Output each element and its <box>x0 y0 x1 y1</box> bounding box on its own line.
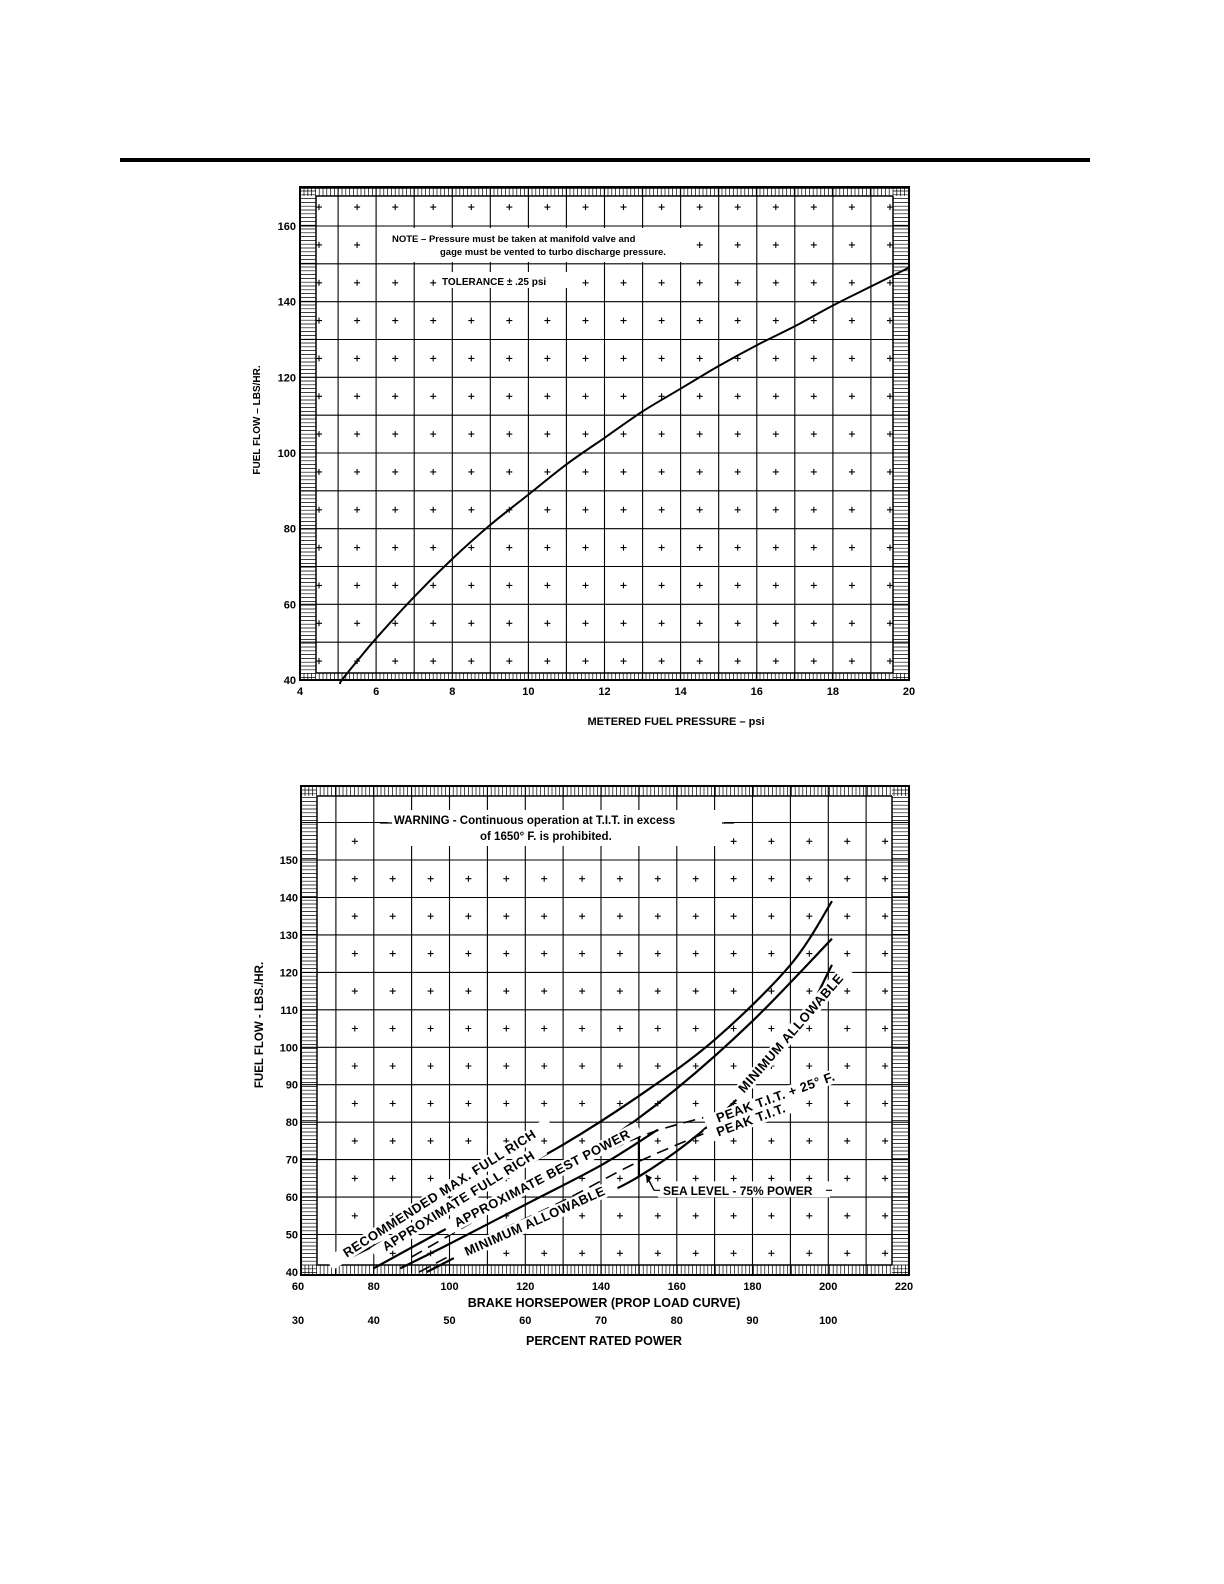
chart-2-curve-peak-tit <box>418 1125 723 1273</box>
chart-2-label-peak-tit-plus-25-bg <box>702 1065 849 1130</box>
chart-2-y-tick-label: 120 <box>280 967 298 979</box>
chart-1-y-tick-label: 160 <box>278 221 296 233</box>
chart-2-warning-bg <box>388 810 724 846</box>
chart-2-label-approximate-full-rich-bg <box>370 1142 548 1261</box>
chart-2-percent-tick-label: 80 <box>671 1315 683 1327</box>
chart-1-y-tick-label: 140 <box>278 297 296 309</box>
chart-2-y-axis-label: FUEL FLOW - LBS./HR. <box>254 962 266 1088</box>
chart-2-percent-tick-label: 50 <box>443 1315 455 1327</box>
chart-2-x-tick-label: 140 <box>592 1281 610 1293</box>
chart-2-x-tick-label: 160 <box>668 1281 686 1293</box>
chart-2-y-tick-label: 130 <box>280 930 298 942</box>
chart-2-y-tick-label: 150 <box>280 855 298 867</box>
chart-2-y-tick-label: 60 <box>286 1192 298 1204</box>
chart-1-x-tick-label: 16 <box>751 686 763 698</box>
chart-1-y-tick-label: 80 <box>284 524 296 536</box>
chart-1-y-axis-label: FUEL FLOW – LBS/HR. <box>252 365 263 474</box>
chart-2-warning-line-1: WARNING - Continuous operation at T.I.T.… <box>394 815 675 827</box>
chart-2-y-tick-label: 40 <box>286 1267 298 1279</box>
chart-2-label-minimum-allowable-low: MINIMUM ALLOWABLE <box>462 1183 607 1259</box>
chart-2-percent-tick-label: 60 <box>519 1315 531 1327</box>
chart-1-x-tick-label: 8 <box>449 686 455 698</box>
chart-2: 60 80 100 120 140 160 180 200 220 30 40 50 60 70 80 90 1… <box>254 785 913 1348</box>
chart-2-percent-tick-label: 40 <box>368 1315 380 1327</box>
chart-2-percent-tick-label: 90 <box>746 1315 758 1327</box>
chart-2-x2-axis-label: PERCENT RATED POWER <box>526 1334 682 1348</box>
chart-2-curve-approximate-best-power <box>399 1128 659 1270</box>
chart-2-label-recommended-max-full-rich-bg <box>325 1117 555 1271</box>
chart-1-y-tick-label: 120 <box>278 372 296 384</box>
chart-2-x-axis-label: BRAKE HORSEPOWER (PROP LOAD CURVE) <box>468 1296 740 1310</box>
chart-1-x-tick-label: 18 <box>827 686 839 698</box>
chart-2-y-tick-label: 50 <box>286 1230 298 1242</box>
chart-2-label-peak-tit-bg <box>703 1097 799 1144</box>
chart-2-warning-line-2: of 1650° F. is prohibited. <box>480 831 612 843</box>
chart-2-y-tick-label: 70 <box>286 1155 298 1167</box>
chart-1-grid <box>300 187 909 680</box>
chart-2-sea-level-arrow-head <box>645 1174 652 1184</box>
chart-2-x-tick-label: 80 <box>368 1281 380 1293</box>
chart-2-y-tick-label: 90 <box>286 1080 298 1092</box>
chart-1-note-bg <box>388 228 690 262</box>
chart-2-x-tick-label: 180 <box>743 1281 761 1293</box>
chart-2-percent-tick-label: 30 <box>292 1315 304 1327</box>
chart-2-inner-border <box>316 795 893 1266</box>
chart-2-y-tick-label: 100 <box>280 1042 298 1054</box>
chart-2-label-minimum-allowable-low-bg <box>450 1178 620 1265</box>
chart-2-percent-tick-label: 70 <box>595 1315 607 1327</box>
chart-1: 4 6 8 10 12 14 16 18 20 40 60 80 100 120 140 160 METERED… <box>252 186 915 728</box>
chart-1-tolerance-note: TOLERANCE ± .25 psi <box>442 277 546 288</box>
chart-2-sea-level-bg <box>658 1181 831 1198</box>
chart-1-note-line-2: gage must be vented to turbo discharge p… <box>440 247 666 258</box>
chart-2-percent-tick-label: 100 <box>819 1315 837 1327</box>
chart-1-ruler-ticks <box>300 187 909 680</box>
chart-1-y-tick-label: 60 <box>284 599 296 611</box>
chart-1-x-tick-label: 20 <box>903 686 915 698</box>
chart-2-label-peak-tit-plus-25-group: PEAK T.I.T. + 25° F. <box>702 1065 849 1130</box>
chart-2-x-tick-label: 220 <box>895 1281 913 1293</box>
chart-2-sea-level-label: SEA LEVEL - 75% POWER <box>663 1184 813 1198</box>
chart-2-y-tick-label: 80 <box>286 1117 298 1129</box>
chart-1-y-tick-label: 100 <box>278 448 296 460</box>
chart-1-fuel-flow-curve <box>338 266 910 685</box>
chart-2-grid <box>301 786 909 1275</box>
chart-1-note-line-1: NOTE – Pressure must be taken at manifol… <box>392 234 636 245</box>
chart-1-x-tick-label: 4 <box>297 686 304 698</box>
chart-2-y-tick-label: 140 <box>280 892 298 904</box>
chart-2-x-tick-label: 100 <box>440 1281 458 1293</box>
chart-1-x-tick-label: 6 <box>373 686 379 698</box>
chart-2-label-minimum-allowable-high-bg <box>729 963 853 1103</box>
chart-2-label-approximate-best-power-bg <box>442 1122 643 1236</box>
chart-2-x-tick-label: 60 <box>292 1281 304 1293</box>
chart-1-tolerance-bg <box>438 272 568 288</box>
chart-1-x-tick-label: 14 <box>675 686 688 698</box>
chart-1-x-axis-label: METERED FUEL PRESSURE – psi <box>587 716 764 728</box>
chart-1-x-tick-label: 12 <box>598 686 610 698</box>
chart-2-x-tick-label: 120 <box>516 1281 534 1293</box>
chart-2-x-tick-label: 200 <box>819 1281 837 1293</box>
chart-2-y-tick-label: 110 <box>280 1005 298 1017</box>
chart-1-x-tick-label: 10 <box>522 686 534 698</box>
chart-1-y-tick-label: 40 <box>284 675 296 687</box>
top-rule <box>120 158 1090 162</box>
